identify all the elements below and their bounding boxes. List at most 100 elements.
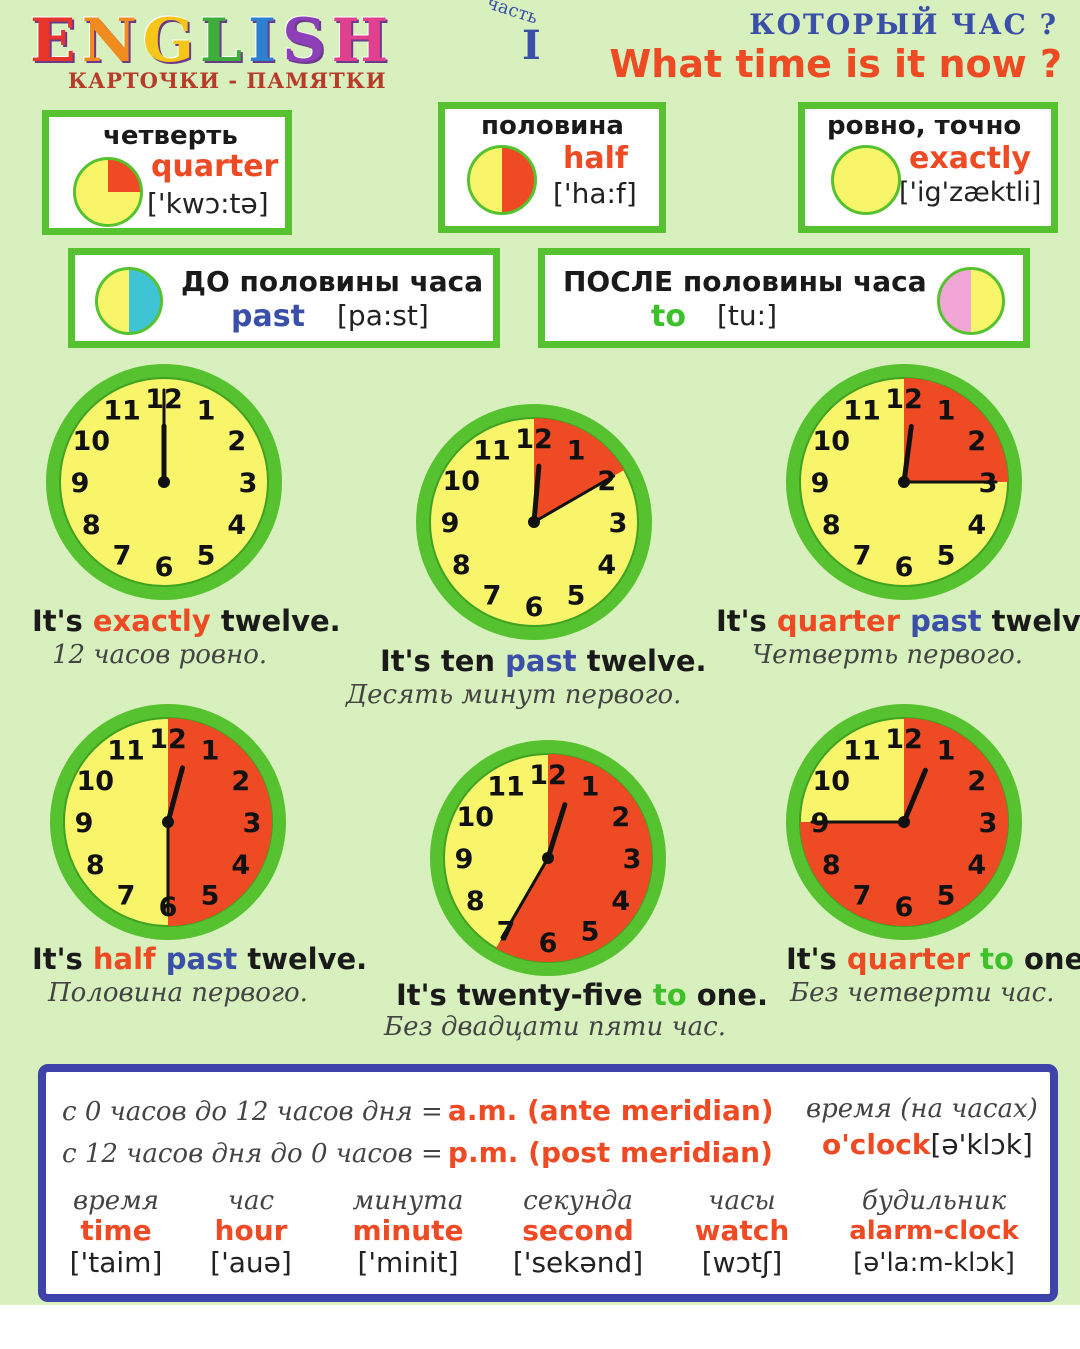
vocab-ru: время	[73, 1186, 159, 1216]
clock-numeral: 2	[231, 766, 250, 797]
logo-letter: H	[331, 6, 395, 76]
clock-1200: 1 2 3 4 5 6 7 8 9 10 11 12	[46, 364, 282, 600]
card-quarter-ru: четверть	[103, 121, 238, 151]
clock-numeral: 10	[72, 426, 110, 457]
clock-numeral: 5	[937, 881, 956, 912]
clock-numeral: 7	[853, 881, 872, 912]
vocab-item: минута minute ['minit]	[338, 1186, 478, 1280]
clock-center	[898, 476, 910, 488]
half-disc-icon	[467, 145, 537, 215]
card-past-ipa: [pa:st]	[337, 299, 429, 332]
clock-numeral: 7	[113, 541, 132, 572]
caption-ru: Без четверти час.	[790, 978, 1055, 1008]
clock-center	[542, 852, 554, 864]
pm-line: с 12 часов дня до 0 часов = p.m. (post m…	[62, 1136, 773, 1169]
vocabulary-box: с 0 часов до 12 часов дня = a.m. (ante m…	[38, 1064, 1058, 1302]
card-exactly: ровно, точно exactly ['ig'zæktli]	[798, 102, 1058, 233]
caption-ru: Десять минут первого.	[346, 680, 682, 710]
card-to-en: to	[651, 299, 686, 334]
clock-numeral: 8	[452, 550, 471, 581]
clock-numeral: 3	[623, 844, 642, 875]
clock-numeral: 12	[149, 724, 187, 755]
caption-text: one.	[1024, 942, 1080, 976]
clock-numeral: 2	[611, 802, 630, 833]
subtitle: КАРТОЧКИ - ПАМЯТКИ	[68, 68, 387, 93]
card-quarter-ipa: ['kwɔ:tə]	[147, 187, 269, 220]
vocab-ipa: ['taim]	[69, 1246, 163, 1279]
clock-center	[528, 516, 540, 528]
oclock-line: o'clock[ə'klɔk]	[822, 1128, 1033, 1161]
caption-text: It's	[32, 604, 93, 638]
oclock-ipa: [ə'klɔk]	[930, 1128, 1033, 1161]
clock-numeral: 5	[201, 881, 220, 912]
vocab-en: hour	[214, 1214, 288, 1247]
clock-numeral: 12	[885, 384, 923, 415]
clock-numeral: 7	[483, 581, 502, 612]
caption-keyword: quarter	[776, 604, 900, 638]
clock-numeral: 9	[455, 844, 474, 875]
oclock-en: o'clock	[822, 1128, 931, 1161]
vocab-item: секунда second ['sekənd]	[498, 1186, 658, 1280]
clock-numeral: 3	[979, 808, 998, 839]
vocab-ru: минута	[352, 1186, 464, 1216]
pm-en: p.m. (post meridian)	[447, 1136, 773, 1169]
vocab-en: alarm-clock	[849, 1216, 1019, 1246]
clock-numeral: 1	[937, 395, 956, 426]
card-exactly-ipa: ['ig'zæktli]	[899, 177, 1042, 208]
clock-numeral: 12	[529, 760, 567, 791]
card-half-en: half	[563, 141, 628, 176]
logo-letter: E	[30, 6, 82, 76]
caption-ru: Половина первого.	[48, 978, 308, 1008]
question-en: What time is it now ?	[609, 42, 1062, 86]
elapsed-sector	[168, 718, 272, 926]
clock-numeral: 11	[103, 395, 141, 426]
clock-numeral: 1	[581, 771, 600, 802]
elapsed-sector	[534, 418, 625, 522]
hour-hand	[531, 463, 542, 525]
clock-numeral: 2	[227, 426, 246, 457]
caption-text: twelve.	[576, 644, 707, 678]
card-to: ПОСЛЕ половины часа to [tu:]	[538, 248, 1030, 348]
card-quarter: четверть quarter ['kwɔ:tə]	[42, 110, 292, 235]
caption-text: twelve.	[991, 604, 1080, 638]
vocab-ipa: ['sekənd]	[512, 1246, 644, 1279]
card-past-ru: ДО половины часа	[181, 265, 484, 298]
caption-keyword: exactly	[92, 604, 211, 638]
caption-en: It's twenty-five to one.	[396, 978, 768, 1012]
logo-letter: N	[81, 6, 143, 76]
caption-ru: Без двадцати пяти час.	[384, 1012, 726, 1042]
hour-hand	[901, 423, 914, 485]
exactly-disc-icon	[831, 145, 901, 215]
clock-numeral: 10	[812, 766, 850, 797]
vocab-item: время time ['taim]	[56, 1186, 176, 1280]
clock-numeral: 3	[609, 508, 628, 539]
caption-text: twelve.	[237, 942, 368, 976]
clock-numeral: 8	[822, 510, 841, 541]
vocab-ipa: ['minit]	[357, 1246, 459, 1279]
caption-en: It's half past twelve.	[32, 942, 367, 976]
clock-numeral: 3	[239, 468, 258, 499]
clock-numeral: 6	[539, 928, 558, 959]
clock-numeral: 6	[895, 552, 914, 583]
card-half-ipa: ['ha:f]	[553, 177, 637, 210]
card-to-ipa: [tu:]	[717, 299, 778, 332]
caption-ru: Четверть первого.	[752, 640, 1023, 670]
card-to-ru: ПОСЛЕ половины часа	[563, 265, 927, 298]
to-disc-icon	[937, 267, 1005, 335]
clock-numeral: 4	[227, 510, 246, 541]
clock-numeral: 8	[822, 850, 841, 881]
card-exactly-ru: ровно, точно	[827, 111, 1022, 141]
caption-text	[900, 604, 910, 638]
clock-numeral: 4	[967, 510, 986, 541]
caption-en: It's quarter past twelve.	[716, 604, 1080, 638]
pm-ru: с 12 часов дня до 0 часов =	[62, 1139, 443, 1169]
clock-numeral: 8	[82, 510, 101, 541]
clock-numeral: 10	[812, 426, 850, 457]
vocab-en: watch	[694, 1214, 790, 1247]
